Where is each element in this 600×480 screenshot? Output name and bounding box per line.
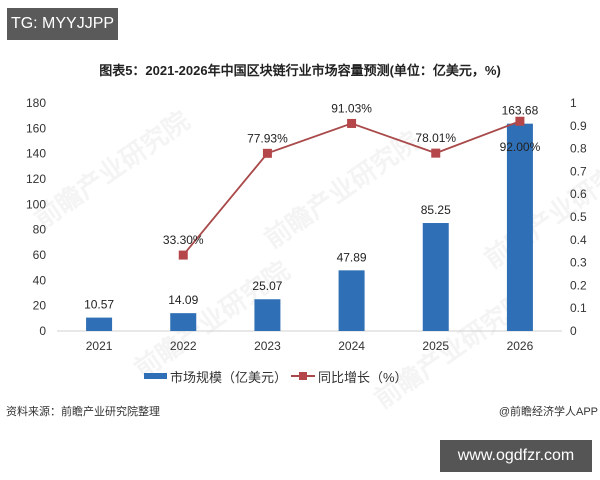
bar-value-label: 10.57	[84, 298, 114, 312]
bar	[506, 123, 533, 331]
x-tick: 2021	[86, 339, 113, 353]
bar	[254, 299, 281, 331]
x-tick: 2024	[338, 339, 365, 353]
growth-marker	[347, 118, 357, 128]
growth-marker	[431, 148, 441, 158]
y-left-tick: 100	[26, 197, 46, 211]
y-right-tick: 0.7	[570, 164, 587, 178]
growth-value-label: 92.00%	[500, 140, 541, 154]
bar-value-label: 85.25	[421, 203, 451, 217]
growth-marker	[262, 148, 272, 158]
credit-note: @前瞻经济学人APP	[498, 406, 598, 418]
legend: 市场规模（亿美元） 同比增长（%）	[0, 366, 600, 386]
tg-label: TG: MYYJJPP	[7, 8, 118, 40]
site-watermark-label: www.ogdfzr.com	[440, 440, 592, 472]
y-left-tick: 140	[26, 147, 46, 161]
y-right-tick: 0.2	[570, 278, 587, 292]
y-left-tick: 40	[33, 273, 47, 287]
y-left-tick: 60	[33, 248, 47, 262]
bar-value-label: 47.89	[337, 250, 367, 264]
growth-value-label: 91.03%	[331, 101, 372, 115]
y-right-tick: 0.6	[570, 187, 587, 201]
legend-bar-swatch	[144, 373, 167, 379]
y-right-tick: 0.9	[570, 119, 587, 133]
y-left-tick: 180	[26, 96, 46, 110]
x-tick: 2022	[170, 339, 197, 353]
growth-value-label: 33.30%	[163, 233, 204, 247]
legend-bar-label: 市场规模（亿美元）	[170, 370, 288, 385]
growth-value-label: 78.01%	[415, 131, 456, 145]
bar	[422, 223, 449, 331]
bar	[170, 313, 197, 331]
chart-title: 图表5：2021-2026年中国区块链行业市场容量预测(单位：亿美元，%)	[99, 63, 501, 78]
y-right-tick: 0.3	[570, 256, 587, 270]
y-right-tick: 1	[570, 96, 577, 110]
bar-value-label: 25.07	[252, 279, 282, 293]
growth-marker	[178, 250, 188, 260]
y-right-tick: 0.8	[570, 142, 587, 156]
growth-value-label: 77.93%	[247, 131, 288, 145]
bar	[338, 270, 365, 331]
growth-line	[182, 120, 521, 256]
y-left-tick: 0	[39, 324, 46, 338]
x-tick: 2023	[254, 339, 281, 353]
y-left-tick: 120	[26, 172, 46, 186]
y-right-tick: 0.1	[570, 301, 587, 315]
legend-line-label: 同比增长（%）	[318, 370, 408, 385]
source-note: 资料来源：前瞻产业研究院整理	[6, 406, 160, 418]
legend-marker-icon	[299, 372, 307, 380]
y-left-tick: 20	[33, 299, 47, 313]
y-right-tick: 0.4	[570, 233, 587, 247]
x-tick: 2026	[507, 339, 534, 353]
y-right-tick: 0.5	[570, 210, 587, 224]
y-left-tick: 160	[26, 121, 46, 135]
y-left-tick: 80	[33, 223, 47, 237]
growth-marker	[515, 116, 525, 126]
x-tick: 2025	[422, 339, 449, 353]
bar-value-label: 14.09	[168, 293, 198, 307]
y-right-tick: 0	[570, 324, 577, 338]
bar-value-label: 163.68	[502, 104, 539, 118]
bar	[86, 317, 113, 331]
